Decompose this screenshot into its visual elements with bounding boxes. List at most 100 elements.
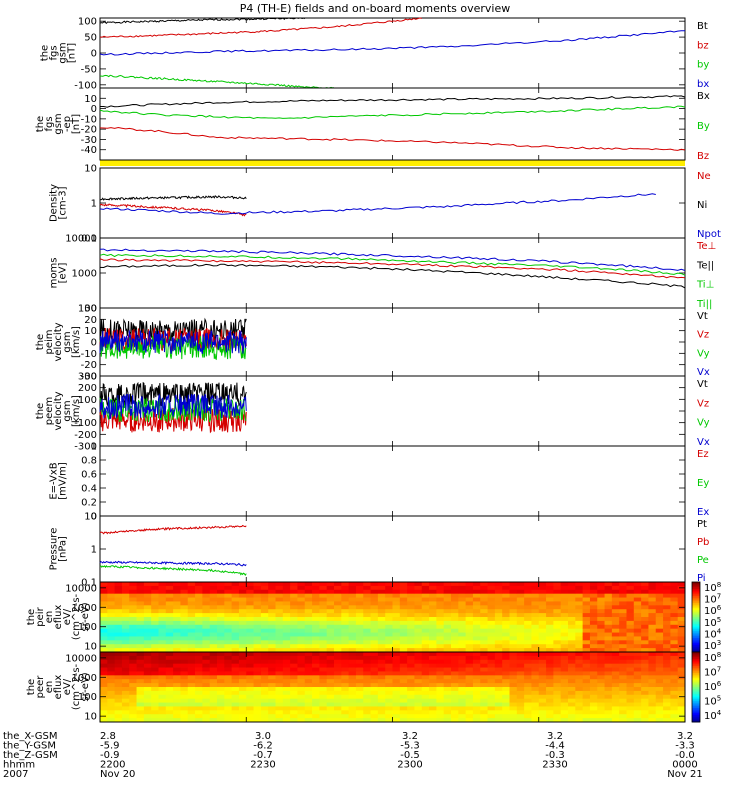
spectrogram-cell [253, 640, 262, 645]
spectrogram-cell [560, 636, 569, 641]
spectrogram-cell [575, 589, 584, 595]
spectrogram-cell [246, 632, 254, 637]
spectrogram-cell [575, 687, 584, 692]
spectrogram-cell [202, 683, 211, 688]
legend-entry: bz [697, 40, 709, 51]
spectrogram-cell [136, 663, 145, 668]
spectrogram-cell [187, 624, 196, 630]
spectrogram-cell [575, 648, 584, 653]
spectrogram-cell [472, 687, 481, 692]
spectrogram-cell [158, 652, 167, 657]
spectrogram-cell [355, 609, 364, 614]
spectrogram-cell [334, 687, 342, 692]
spectrogram-cell [465, 710, 474, 715]
spectrogram-cell [363, 601, 371, 606]
spectrogram-cell [421, 605, 430, 610]
spectrogram-cell [217, 624, 225, 630]
spectrogram-cell [502, 714, 510, 719]
spectrogram-cell [611, 620, 620, 626]
spectrogram-cell [253, 659, 262, 665]
spectrogram-cell [443, 652, 452, 657]
spectrogram-cell [494, 714, 503, 719]
spectrogram-cell [429, 679, 437, 684]
spectrogram-cell [326, 597, 335, 602]
spectrogram-cell [399, 679, 408, 684]
spectrogram-cell [370, 605, 379, 610]
spectrogram-cell [341, 640, 350, 645]
spectrogram-cell [465, 675, 474, 680]
spectrogram-cell [158, 675, 167, 680]
spectrogram-cell [465, 589, 474, 595]
spectrogram-cell [633, 655, 642, 661]
spectrogram-cell [648, 609, 657, 614]
spectrogram-cell [246, 694, 254, 700]
spectrogram-cell [480, 698, 488, 703]
spectrogram-cell [524, 640, 532, 645]
spectrogram-cell [180, 679, 189, 684]
spectrogram-cell [173, 636, 181, 641]
spectrogram-cell [238, 582, 247, 587]
spectrogram-cell [355, 690, 364, 696]
spectrogram-cell [451, 683, 459, 688]
spectrogram-cell [377, 655, 386, 661]
spectrogram-cell [231, 679, 240, 684]
spectrogram-cell [414, 613, 423, 618]
spectrogram-cell [341, 609, 350, 614]
spectrogram-cell [619, 663, 627, 668]
spectrogram-cell [385, 706, 393, 711]
spectrogram-cell [158, 698, 167, 703]
spectrogram-cell [268, 655, 276, 661]
spectrogram-cell [348, 690, 357, 696]
spectrogram-cell [231, 706, 240, 711]
spectrogram-cell [633, 640, 642, 645]
spectrogram-cell [165, 636, 174, 641]
spectrogram-cell [414, 628, 423, 633]
spectrogram-cell [129, 632, 137, 637]
spectrogram-cell [538, 675, 547, 680]
spectrogram-cell [355, 671, 364, 676]
spectrogram-cell [597, 624, 605, 630]
spectrogram-cell [502, 667, 510, 672]
spectrogram-cell [443, 702, 452, 707]
spectrogram-cell [589, 620, 598, 626]
spectrogram-cell [472, 694, 481, 700]
spectrogram-cell [502, 620, 510, 626]
y-tick-label: 10 [84, 712, 97, 723]
colorbar-segment [692, 690, 700, 693]
spectrogram-cell [268, 718, 276, 723]
spectrogram-cell [524, 617, 532, 622]
spectrogram-cell [290, 659, 298, 665]
spectrogram-cell [348, 671, 357, 676]
spectrogram-cell [487, 624, 496, 630]
spectrogram-cell [370, 582, 379, 587]
spectrogram-cell [619, 718, 627, 723]
spectrogram-cell [524, 585, 532, 591]
spectrogram-cell [553, 589, 562, 595]
spectrogram-cell [538, 714, 547, 719]
spectrogram-cell [670, 702, 679, 707]
spectrogram-cell [641, 601, 649, 606]
spectrogram-cell [195, 609, 203, 614]
spectrogram-cell [392, 679, 401, 684]
spectrogram-cell [392, 601, 401, 606]
spectrogram-cell [553, 609, 562, 614]
spectrogram-cell [260, 620, 269, 626]
spectrogram-cell [436, 597, 445, 602]
spectrogram-cell [443, 706, 452, 711]
spectrogram-cell [290, 620, 298, 626]
spectrogram-cell [677, 683, 686, 688]
spectrogram-cell [136, 585, 145, 591]
spectrogram-cell [334, 644, 342, 649]
spectrogram-cell [509, 628, 518, 633]
spectrogram-cell [509, 690, 518, 696]
spectrogram-cell [465, 652, 474, 657]
spectrogram-cell [611, 714, 620, 719]
colorbar-segment [692, 603, 700, 606]
spectrogram-cell [524, 659, 532, 665]
spectrogram-cell [663, 636, 671, 641]
spectrogram-cell [385, 663, 393, 668]
spectrogram-cell [633, 659, 642, 665]
spectrogram-cell [100, 609, 108, 614]
spectrogram-cell [443, 582, 452, 587]
spectrogram-cell [246, 582, 254, 587]
